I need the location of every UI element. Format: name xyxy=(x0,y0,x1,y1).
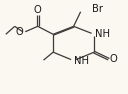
Text: O: O xyxy=(109,54,117,64)
Text: NH: NH xyxy=(74,56,89,66)
Text: O: O xyxy=(16,27,24,37)
Text: NH: NH xyxy=(95,29,110,39)
Text: O: O xyxy=(34,5,42,15)
Text: Br: Br xyxy=(92,4,103,14)
